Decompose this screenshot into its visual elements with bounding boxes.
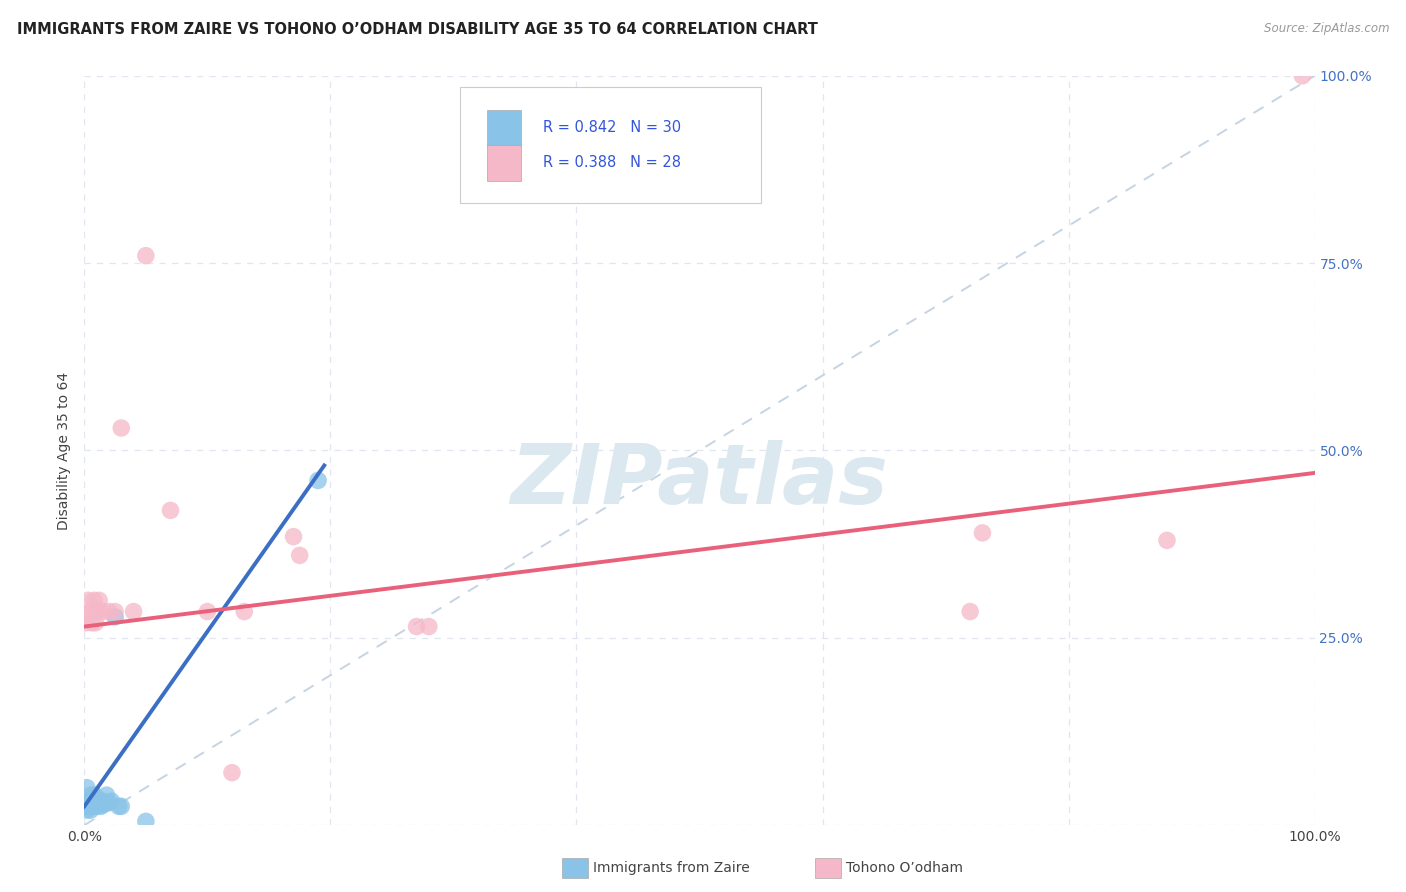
Point: [159, 503, 181, 517]
Point: [418, 619, 440, 633]
Point: [75, 615, 97, 630]
Point: [87, 792, 110, 806]
Text: R = 0.842   N = 30: R = 0.842 N = 30: [543, 120, 682, 135]
Y-axis label: Disability Age 35 to 64: Disability Age 35 to 64: [58, 371, 72, 530]
Point: [135, 249, 157, 263]
Point: [76, 608, 98, 623]
Point: [80, 796, 103, 810]
Text: R = 0.388   N = 28: R = 0.388 N = 28: [543, 155, 682, 170]
Text: Tohono O’odham: Tohono O’odham: [846, 861, 963, 875]
Point: [110, 421, 132, 435]
Point: [98, 796, 120, 810]
Point: [83, 788, 105, 802]
Point: [104, 605, 127, 619]
Point: [90, 796, 112, 810]
Point: [77, 799, 100, 814]
Point: [405, 619, 427, 633]
Point: [86, 605, 108, 619]
Point: [82, 792, 104, 806]
Point: [288, 549, 311, 563]
Point: [86, 799, 108, 814]
Point: [79, 803, 101, 817]
Point: [110, 799, 132, 814]
Point: [84, 615, 107, 630]
Point: [972, 525, 994, 540]
Point: [87, 593, 111, 607]
Point: [93, 797, 115, 811]
Point: [77, 593, 100, 607]
Text: ZIPatlas: ZIPatlas: [510, 440, 889, 521]
Point: [135, 814, 157, 829]
Point: [96, 788, 118, 802]
Point: [79, 605, 101, 619]
FancyBboxPatch shape: [460, 87, 761, 203]
Point: [75, 794, 97, 808]
Point: [79, 788, 101, 802]
Point: [197, 605, 219, 619]
Point: [91, 794, 114, 808]
Point: [79, 799, 101, 814]
Point: [86, 796, 108, 810]
Point: [1291, 69, 1313, 83]
Point: [104, 609, 127, 624]
Point: [307, 474, 329, 488]
Bar: [486, 145, 522, 181]
Point: [87, 605, 110, 619]
Point: [87, 797, 111, 811]
Bar: [486, 110, 522, 145]
Point: [959, 605, 981, 619]
Point: [82, 799, 104, 814]
Point: [76, 803, 98, 817]
Point: [100, 794, 122, 808]
Point: [98, 605, 120, 619]
Text: Immigrants from Zaire: Immigrants from Zaire: [593, 861, 749, 875]
Point: [1156, 533, 1178, 548]
Point: [108, 799, 131, 814]
Point: [80, 615, 103, 630]
Point: [283, 530, 305, 544]
Point: [76, 780, 98, 795]
Point: [77, 796, 100, 810]
Point: [75, 799, 97, 814]
Point: [221, 765, 243, 780]
Point: [89, 799, 111, 814]
Point: [84, 797, 107, 811]
Point: [91, 605, 114, 619]
Point: [83, 593, 105, 607]
Point: [122, 605, 145, 619]
Text: IMMIGRANTS FROM ZAIRE VS TOHONO O’ODHAM DISABILITY AGE 35 TO 64 CORRELATION CHAR: IMMIGRANTS FROM ZAIRE VS TOHONO O’ODHAM …: [17, 22, 818, 37]
Point: [233, 605, 256, 619]
Text: Source: ZipAtlas.com: Source: ZipAtlas.com: [1264, 22, 1389, 36]
